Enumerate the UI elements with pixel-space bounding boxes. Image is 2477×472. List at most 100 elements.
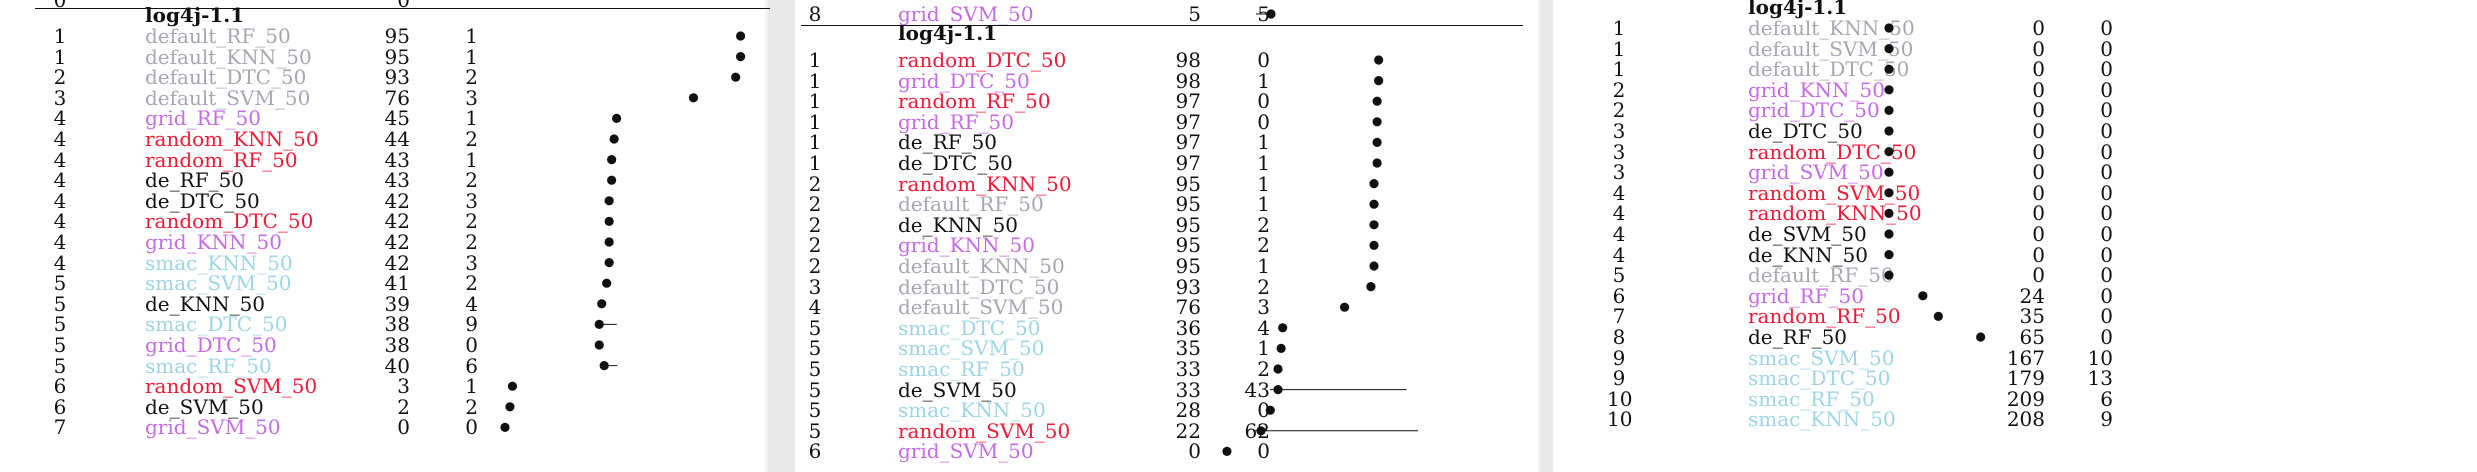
row-value-1: 28 — [1175, 398, 1201, 423]
row-rank: 6 — [808, 439, 822, 464]
median-dot — [500, 422, 510, 432]
row-value-2: 0 — [2100, 36, 2113, 61]
row-value-1: 179 — [2006, 366, 2045, 391]
row-rank: 5 — [808, 418, 822, 443]
row-rank: 9 — [1612, 345, 1626, 370]
row-value-2: 0 — [1257, 439, 1270, 464]
row-label: smac_KNN_50 — [145, 250, 293, 275]
row-label: default_RF_50 — [1748, 263, 1894, 288]
row-value-2: 1 — [465, 44, 478, 69]
row-value-2: 0 — [465, 333, 478, 357]
row-rank: 10 — [1607, 407, 1633, 432]
row-value-1: 98 — [1175, 48, 1201, 72]
row-value-2: 2 — [1257, 212, 1270, 237]
dataset-title: log4j-1.1 — [1748, 0, 1848, 19]
row-rank: 4 — [53, 230, 67, 254]
row-rank: 1 — [1612, 57, 1626, 82]
median-dot — [1884, 147, 1894, 157]
row-value-1: 5 — [1188, 2, 1201, 26]
row-rank: 9 — [1612, 366, 1626, 391]
row-label: random_SVM_50 — [898, 418, 1071, 443]
row-rank: 1 — [808, 68, 822, 93]
row-rank: 5 — [53, 353, 67, 378]
row-rank: 1 — [1612, 16, 1626, 40]
row-value-1: 44 — [384, 127, 410, 151]
row-value-1: 33 — [1175, 377, 1201, 402]
median-dot — [602, 278, 612, 288]
row-label: de_KNN_50 — [145, 291, 266, 316]
row-value-2: 9 — [465, 312, 478, 337]
row-label: smac_KNN_50 — [1748, 407, 1896, 432]
median-dot — [731, 72, 741, 82]
row-value-2: 2 — [1257, 274, 1270, 299]
row-rank: 5 — [808, 336, 822, 361]
row-rank: 5 — [808, 357, 822, 381]
median-dot — [1339, 302, 1350, 312]
row-value-2: 1 — [1257, 336, 1270, 361]
row-value-2: 1 — [1257, 254, 1270, 278]
row-label: smac_SVM_50 — [145, 271, 292, 296]
row-label: grid_RF_50 — [145, 106, 261, 131]
row-rank: 3 — [53, 85, 67, 110]
median-dot — [607, 155, 617, 165]
row-value-1: 167 — [2006, 345, 2045, 370]
row-value-2: 2 — [465, 168, 478, 193]
median-dot — [1273, 364, 1283, 374]
row-label: default_DTC_50 — [1748, 57, 1910, 82]
median-dot — [1265, 405, 1275, 415]
row-label: random_KNN_50 — [145, 127, 319, 151]
row-value-2: 3 — [465, 188, 478, 213]
row-rank: 5 — [808, 377, 822, 402]
row-value-1: 0 — [2032, 201, 2045, 226]
results-table-panel-3: log4j-1.1 1 default_KNN_50 0 0 1 default_SVM_… — [1553, 0, 2477, 472]
row-value-1: 45 — [384, 106, 410, 131]
median-dot — [1884, 126, 1894, 136]
row-value-1: 39 — [384, 291, 410, 316]
row-value-2: 1 — [1257, 192, 1270, 217]
row-label: grid_DTC_50 — [898, 68, 1030, 93]
row-value-1: 38 — [384, 333, 410, 357]
median-dot — [1884, 85, 1894, 95]
row-label: random_DTC_50 — [1748, 139, 1917, 164]
row-value-1: 97 — [1175, 109, 1201, 134]
row-label: random_RF_50 — [1748, 304, 1901, 329]
row-value-1: 0 — [2032, 119, 2045, 143]
row-value-2: 0 — [2100, 180, 2113, 205]
row-rank: 1 — [808, 130, 822, 155]
median-dot — [1369, 179, 1379, 189]
median-dot — [507, 381, 518, 391]
row-value-1: 24 — [2019, 283, 2045, 308]
row-rank: 8 — [1612, 325, 1626, 349]
row-value-2: 0 — [1257, 89, 1270, 114]
median-dot — [1256, 426, 1266, 436]
row-rank: 8 — [808, 2, 822, 26]
median-dot — [736, 31, 746, 41]
row-value-2: 0 — [2100, 139, 2113, 164]
median-dot — [1366, 282, 1376, 292]
row-rank: 5 — [808, 315, 822, 340]
row-value-2: 43 — [1244, 377, 1270, 402]
row-rank: 1 — [53, 44, 67, 69]
row-value-1: 95 — [1175, 212, 1201, 237]
median-dot — [1884, 229, 1894, 239]
row-rank: 2 — [808, 192, 822, 217]
row-rank: 2 — [808, 254, 822, 278]
row-value-1: 0 — [2032, 263, 2045, 288]
row-value-1: 65 — [2019, 325, 2045, 349]
row-value-2: 0 — [2100, 16, 2113, 40]
row-label: grid_SVM_50 — [898, 2, 1034, 26]
row-value-2: 0 — [2100, 242, 2113, 267]
median-dot — [1918, 291, 1928, 301]
row-label: de_RF_50 — [898, 130, 998, 155]
row-rank: 3 — [1612, 160, 1626, 185]
row-rank: 4 — [53, 188, 67, 213]
row-value-2: 1 — [1257, 68, 1270, 93]
row-rank: 5 — [53, 333, 67, 357]
row-label: default_DTC_50 — [145, 65, 307, 90]
row-label: random_SVM_50 — [1748, 180, 1921, 205]
median-dot — [1976, 332, 1986, 342]
median-dot — [594, 319, 604, 329]
row-value-2: 1 — [1257, 151, 1270, 175]
median-dot — [597, 299, 607, 309]
row-value-1: 0 — [2032, 242, 2045, 267]
